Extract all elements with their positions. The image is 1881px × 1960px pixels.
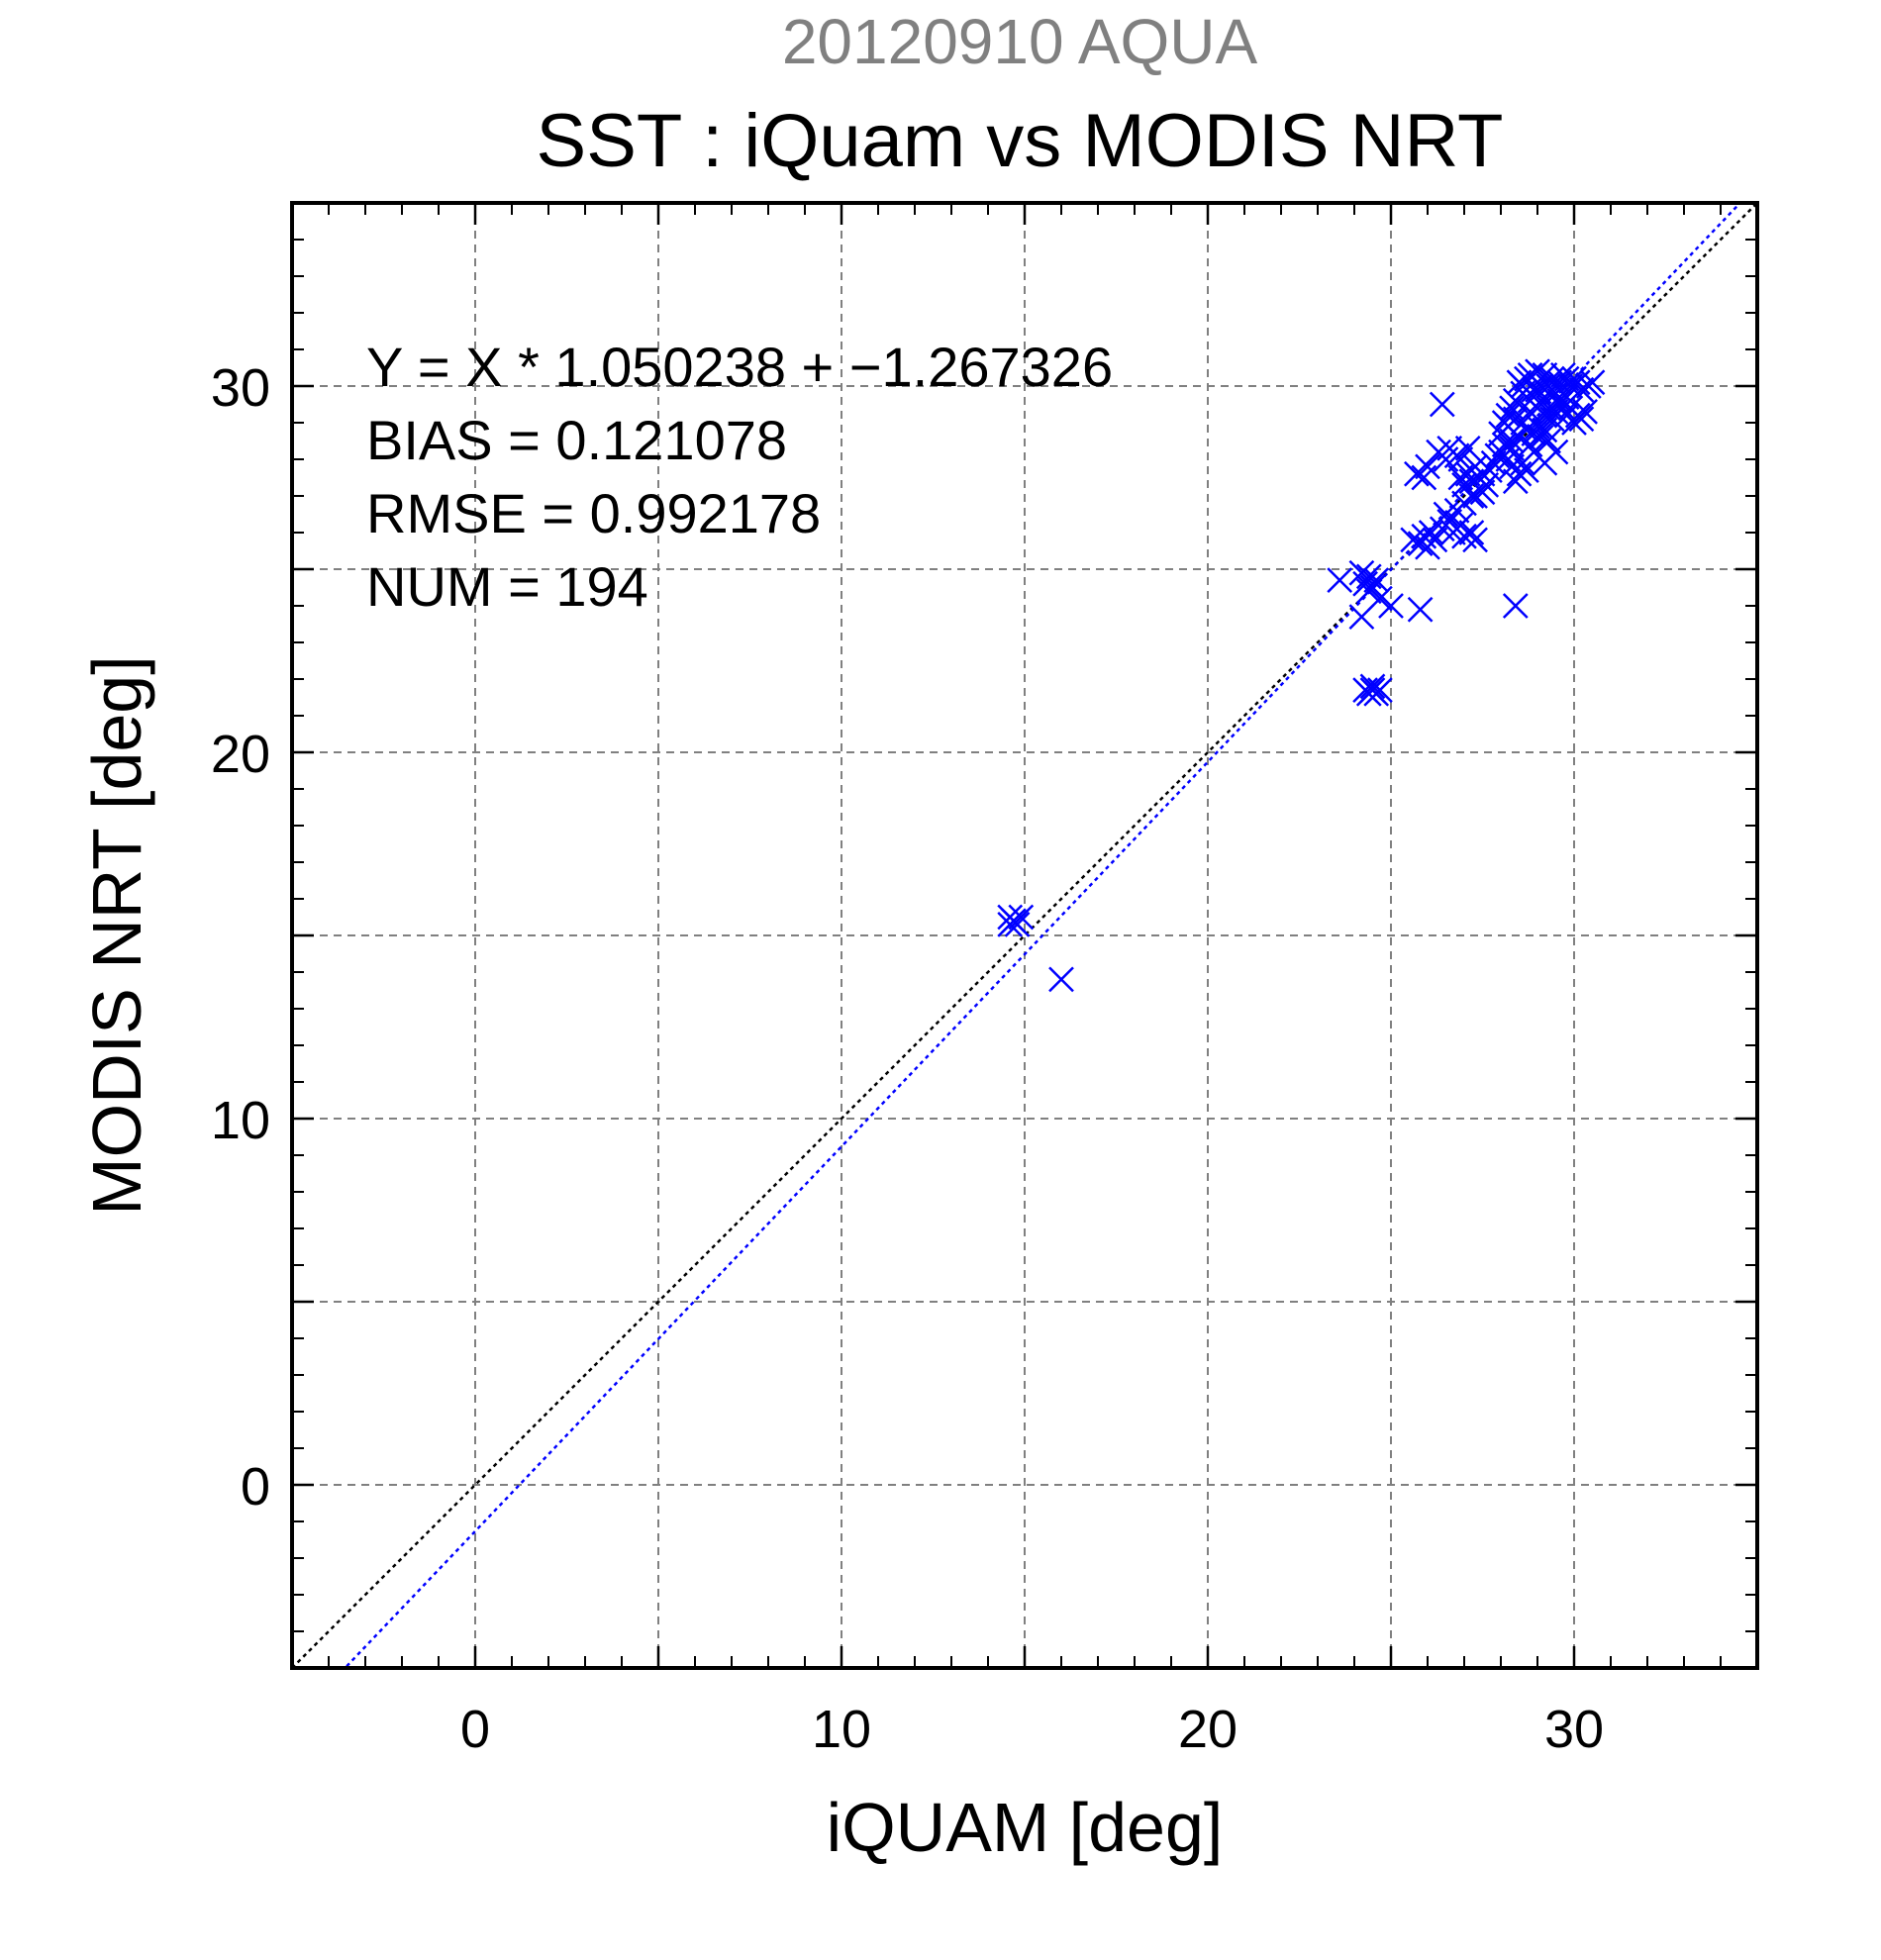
data-point <box>1579 369 1606 396</box>
x-tick-label: 0 <box>460 1700 490 1759</box>
data-point <box>1495 402 1522 429</box>
data-point <box>1462 527 1488 553</box>
data-point <box>1355 578 1382 605</box>
data-point <box>1458 520 1485 545</box>
data-point <box>1008 904 1035 931</box>
data-point <box>1327 567 1353 593</box>
data-point <box>1429 391 1455 418</box>
x-tick-label: 30 <box>1544 1700 1604 1759</box>
data-point <box>1517 362 1543 388</box>
data-point <box>1542 439 1569 465</box>
data-point <box>1004 912 1031 937</box>
data-point <box>1517 432 1543 458</box>
data-point <box>1572 399 1598 425</box>
data-point <box>1502 593 1529 619</box>
data-point <box>1048 966 1074 993</box>
stats-fit-equation: Y = X * 1.050238 + −1.267326 <box>366 336 1113 398</box>
data-point <box>1447 446 1474 472</box>
grid <box>292 203 1757 1668</box>
data-point <box>1407 596 1434 623</box>
data-point <box>1359 673 1386 700</box>
y-tick-label: 20 <box>211 725 270 784</box>
data-point <box>1502 468 1529 495</box>
data-point <box>1458 483 1485 509</box>
data-point <box>1499 453 1525 480</box>
stats-rmse: RMSE = 0.992178 <box>366 482 821 544</box>
data-point <box>1491 410 1518 436</box>
stats-count: NUM = 194 <box>366 555 648 618</box>
y-tick-label: 30 <box>211 358 270 418</box>
data-point <box>1367 585 1393 612</box>
data-point <box>1415 453 1440 480</box>
x-tick-label: 20 <box>1178 1700 1238 1759</box>
data-point <box>1422 527 1448 553</box>
data-point <box>997 912 1024 937</box>
data-point <box>1367 677 1393 703</box>
data-point <box>1568 406 1595 433</box>
fit-line <box>343 203 1742 1668</box>
data-point <box>1378 593 1404 619</box>
chart-suptitle: 20120910 AQUA <box>782 6 1258 77</box>
y-axis-label: MODIS NRT [deg] <box>78 655 155 1215</box>
stats-bias: BIAS = 0.121078 <box>366 409 787 471</box>
y-tick-label: 10 <box>211 1091 270 1150</box>
y-tick-label: 0 <box>241 1457 270 1517</box>
plot-frame <box>290 201 1759 1670</box>
tick-labels: 0 10 20 30 0 10 20 30 <box>211 358 1604 1759</box>
x-axis-label: iQUAM [deg] <box>827 1789 1224 1866</box>
data-point <box>1510 373 1536 399</box>
data-point <box>1499 395 1525 422</box>
data-point <box>1462 483 1488 509</box>
data-point <box>1404 460 1430 487</box>
chart-title: SST : iQuam vs MODIS NRT <box>537 99 1504 183</box>
data-point <box>1477 457 1503 483</box>
data-points <box>997 358 1606 993</box>
data-point <box>1454 436 1481 461</box>
stats-block: Y = X * 1.050238 + −1.267326 BIAS = 0.12… <box>366 336 1113 618</box>
data-point <box>1546 387 1573 414</box>
x-tick-label: 10 <box>812 1700 871 1759</box>
